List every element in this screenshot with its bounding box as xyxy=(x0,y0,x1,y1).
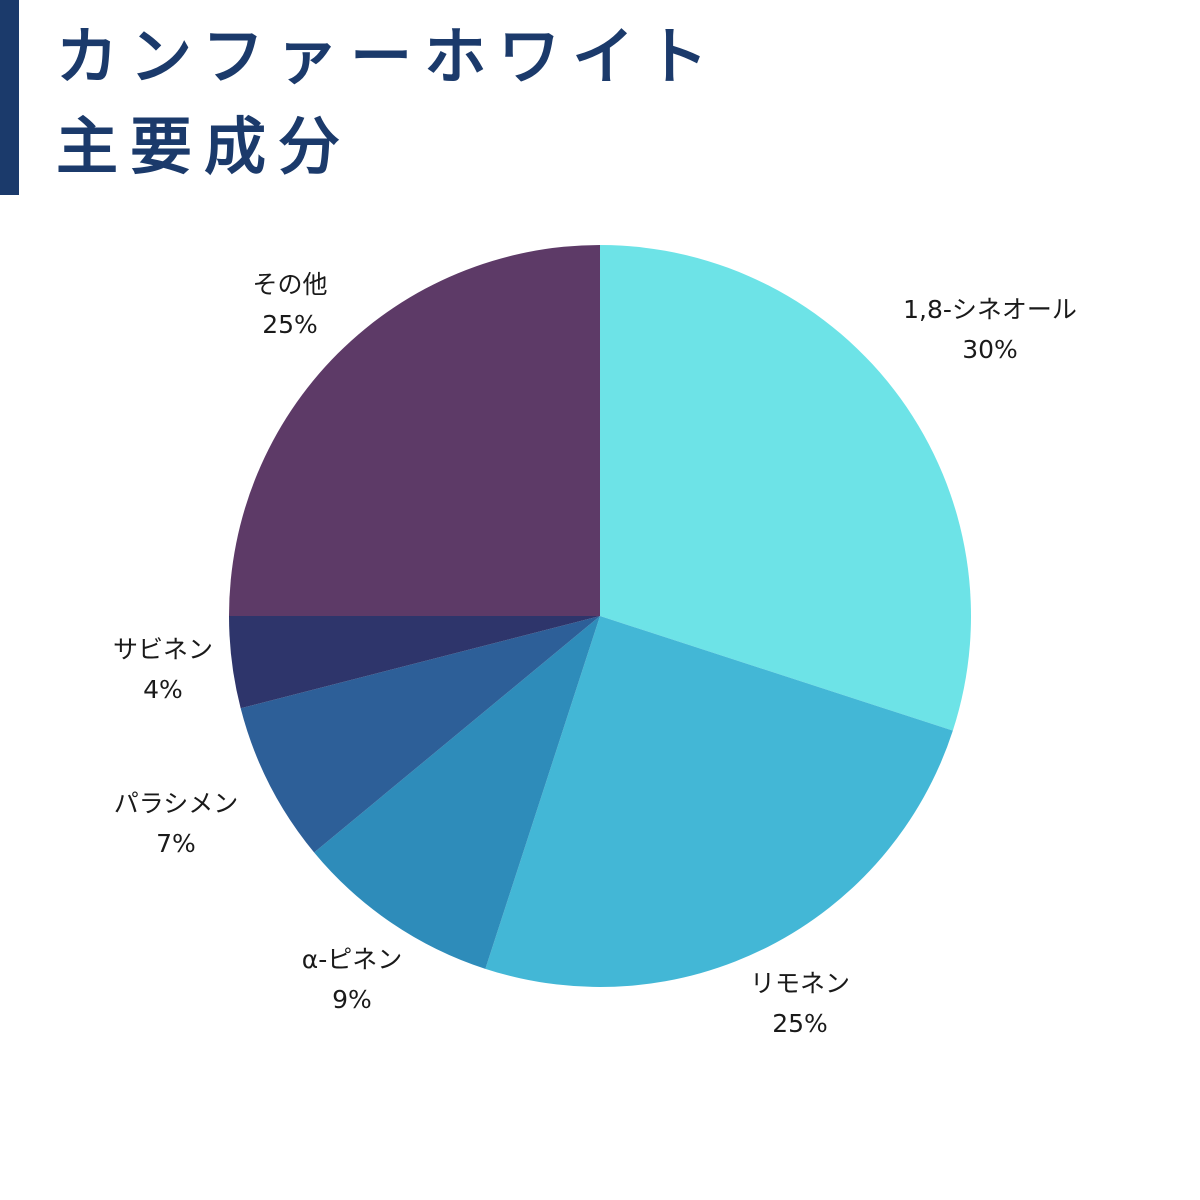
pie-slice-1 xyxy=(485,616,953,987)
slice-label-2: α-ピネン xyxy=(302,945,403,974)
pie-slices xyxy=(229,245,971,987)
title-accent-bar xyxy=(0,0,19,195)
slice-label-4: サビネン xyxy=(113,635,213,664)
pie-labels: 1,8-シネオール 30% リモネン 25% α-ピネン 9% パラシメン 7% サビネン 4% そ… xyxy=(113,270,1077,1038)
slice-value-5: 25% xyxy=(262,310,318,339)
slice-value-2: 9% xyxy=(332,985,372,1014)
slice-value-4: 4% xyxy=(143,675,183,704)
page-title: カンファーホワイト 主要成分 xyxy=(56,12,720,192)
title-line-1: カンファーホワイト xyxy=(56,20,721,93)
title-line-2: 主要成分 xyxy=(56,110,353,183)
slice-value-1: 25% xyxy=(772,1009,828,1038)
pie-slice-5 xyxy=(229,245,600,616)
slice-label-1: リモネン xyxy=(750,969,850,998)
slice-label-5: その他 xyxy=(252,270,327,299)
slice-value-3: 7% xyxy=(156,829,196,858)
pie-slice-0 xyxy=(600,245,971,731)
slice-label-3: パラシメン xyxy=(114,789,239,818)
pie-slice-3 xyxy=(240,616,600,853)
pie-slice-2 xyxy=(314,616,600,969)
slice-label-0: 1,8-シネオール xyxy=(903,295,1077,324)
slice-value-0: 30% xyxy=(962,335,1018,364)
pie-slice-4 xyxy=(229,616,600,709)
